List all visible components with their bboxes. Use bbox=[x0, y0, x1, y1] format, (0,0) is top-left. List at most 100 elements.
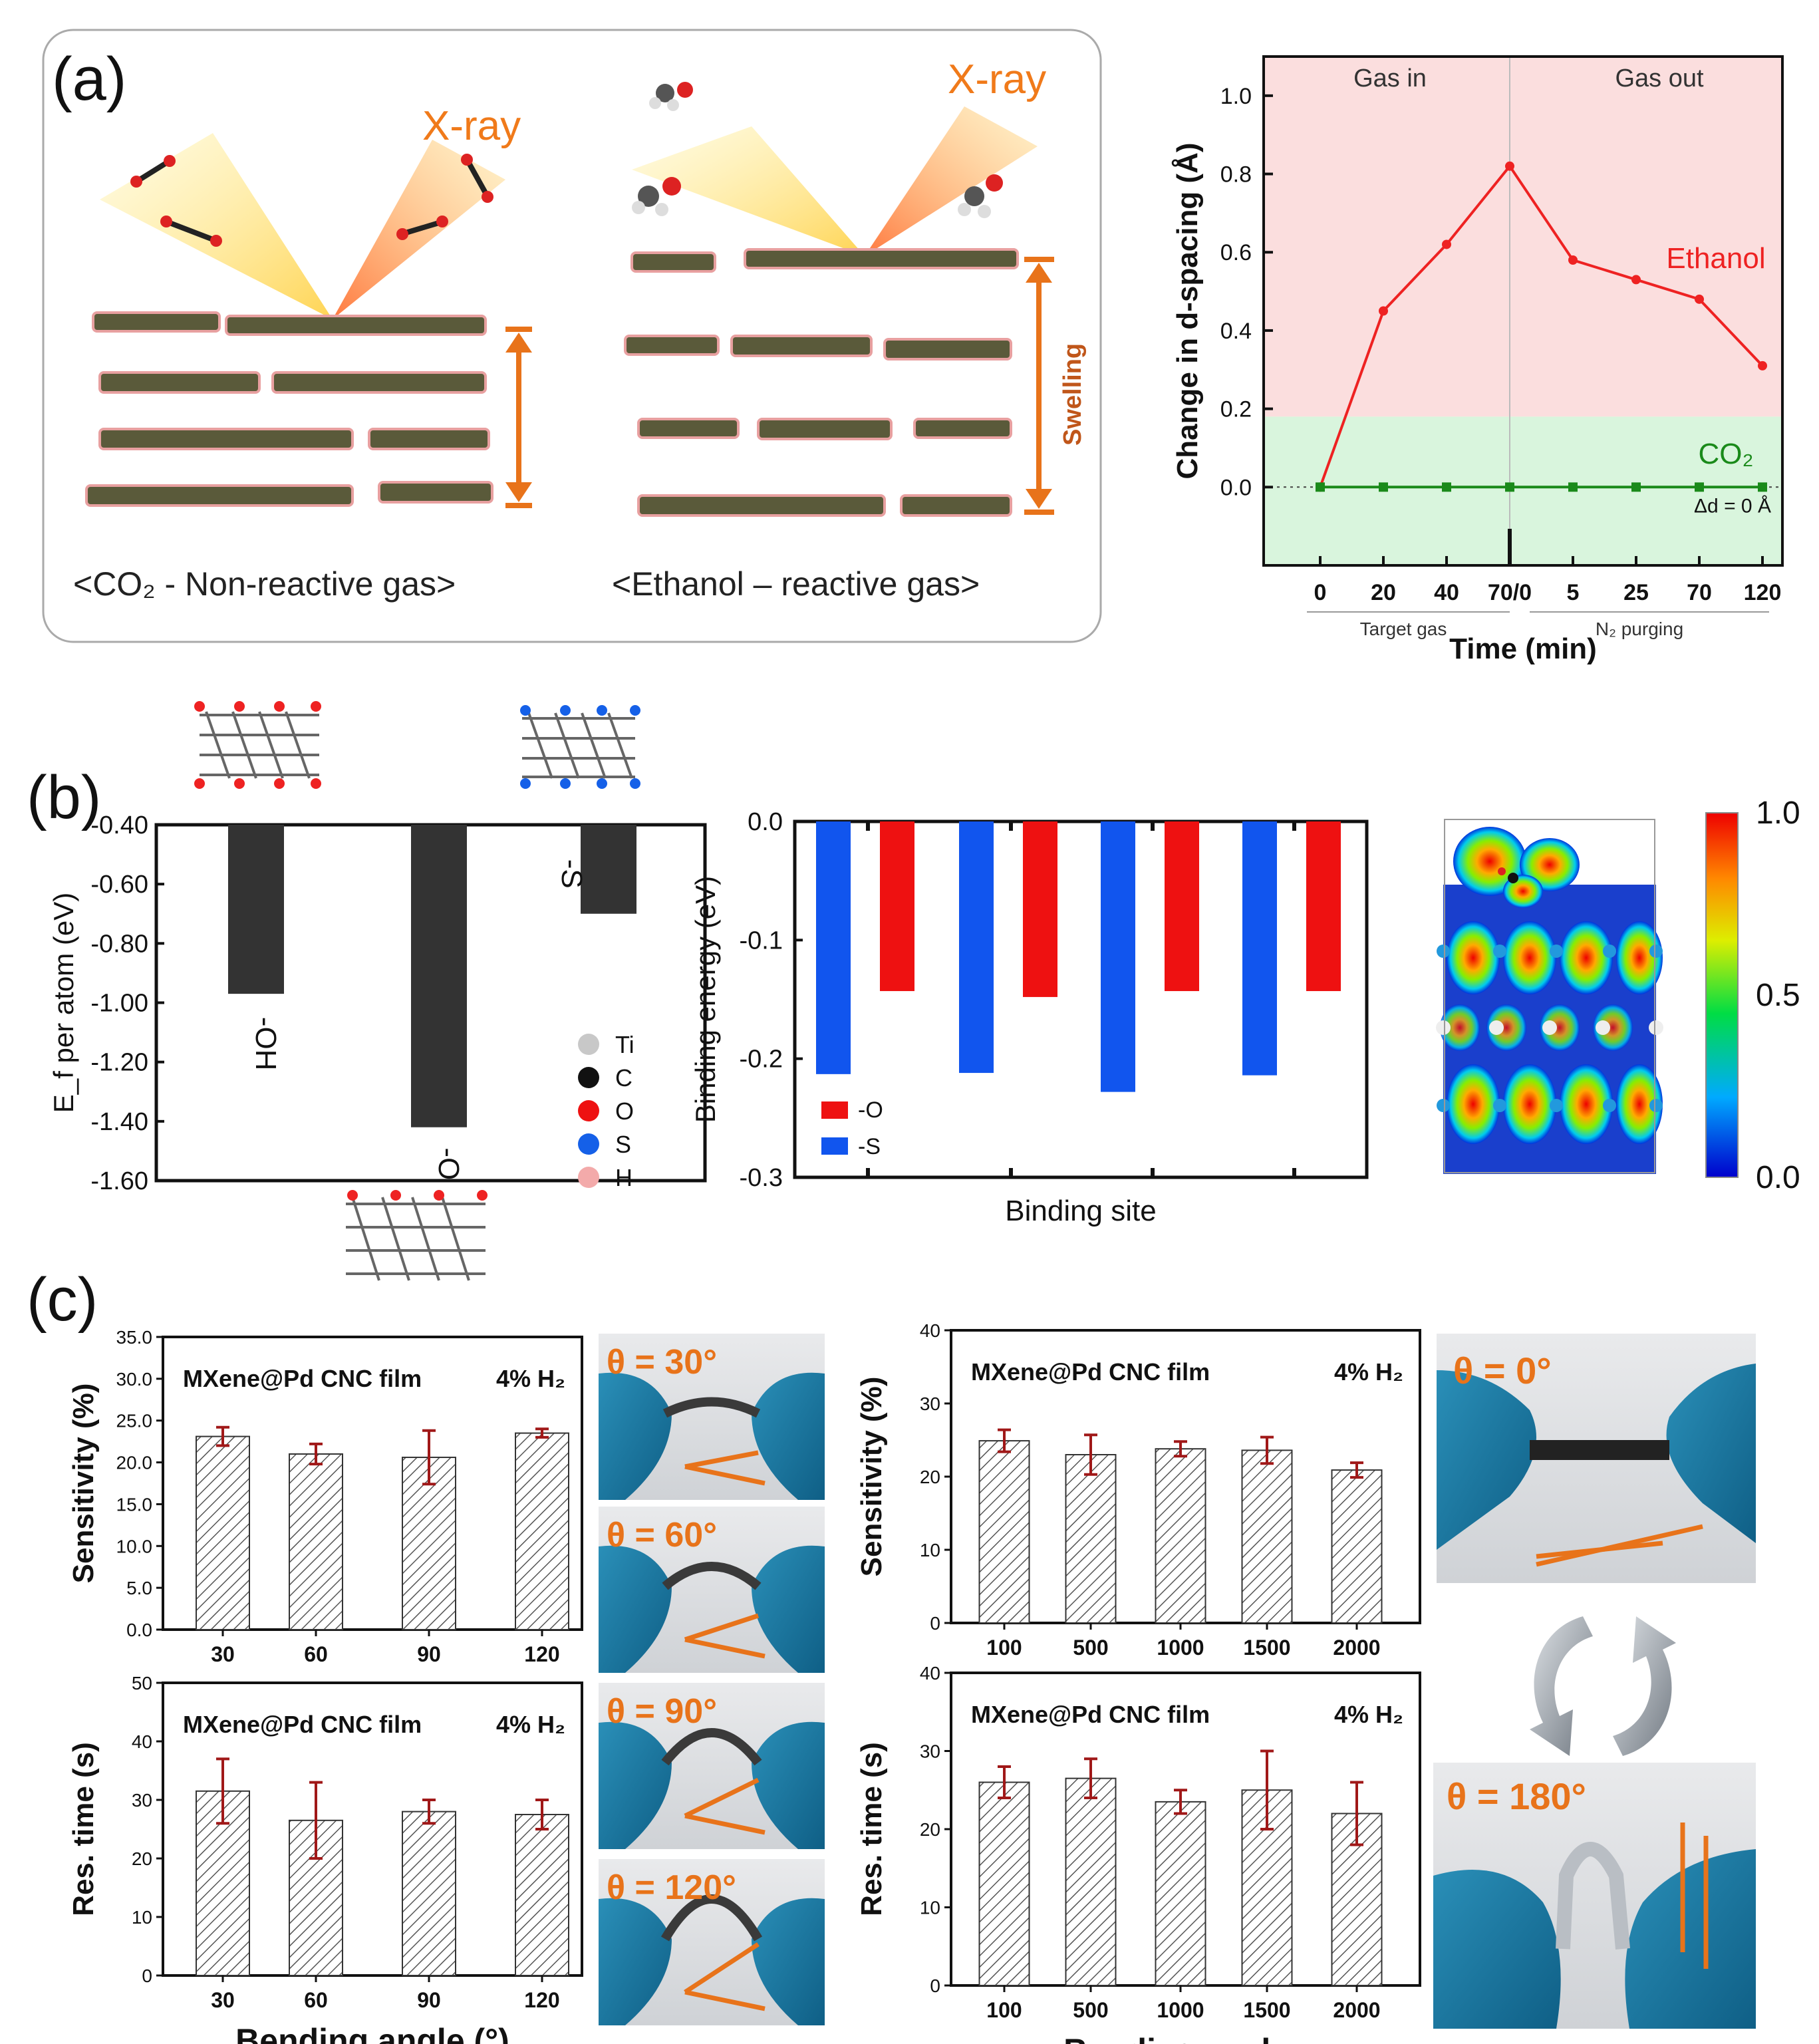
panel-label-b: (b) bbox=[27, 764, 101, 831]
y-tick-label: 10 bbox=[920, 1898, 940, 1918]
purging-label: N₂ purging bbox=[1596, 619, 1683, 639]
density-lobes-bottom bbox=[1447, 1064, 1663, 1144]
ethanol-line bbox=[1319, 164, 1764, 488]
ethanol-point bbox=[1442, 239, 1451, 249]
spacing-arrow-left bbox=[505, 327, 532, 508]
x-tick-label: 60 bbox=[304, 1642, 328, 1666]
x-tick-label: 500 bbox=[1073, 1636, 1108, 1660]
bar-o-site-3 bbox=[1165, 821, 1199, 992]
ethanol-point bbox=[1379, 306, 1388, 316]
bar-1000 bbox=[1155, 1801, 1206, 1986]
film-bent bbox=[661, 1728, 762, 1766]
y-tick-label: 0 bbox=[142, 1966, 152, 1986]
y-tick-label: -1.20 bbox=[90, 1049, 148, 1077]
bar-60 bbox=[289, 1453, 343, 1630]
y-tick-label: -1.00 bbox=[90, 990, 148, 1018]
bar-120 bbox=[515, 1814, 569, 1976]
caption-co2: <CO₂ - Non-reactive gas> bbox=[73, 565, 456, 603]
y-tick-label: -1.60 bbox=[90, 1167, 148, 1195]
xray-label-right: X-ray bbox=[948, 57, 1046, 102]
photo-flat: θ = 0° bbox=[1437, 1334, 1756, 1583]
x-tick-label: 30 bbox=[211, 1988, 235, 2012]
gas-out-label: Gas out bbox=[1615, 65, 1704, 92]
theta-label: θ = 60° bbox=[607, 1516, 717, 1554]
theta-label: θ = 30° bbox=[607, 1343, 717, 1382]
x-tick-label: 90 bbox=[417, 1642, 441, 1666]
target-gas-label: Target gas bbox=[1360, 619, 1447, 639]
y-tick-label: 20 bbox=[132, 1848, 152, 1869]
caption-ethanol: <Ethanol – reactive gas> bbox=[612, 565, 980, 603]
x-axis-label: Time (min) bbox=[1449, 633, 1597, 665]
x-tick-label: 100 bbox=[986, 1636, 1022, 1660]
y-tick-label: -1.40 bbox=[90, 1108, 148, 1136]
glove-left-icon bbox=[1437, 1370, 1536, 1550]
chart-restime-cycles: 0 10 20 30 40 100 500 1000 1500 2000 MXene@Pd CNC … bbox=[855, 1663, 1421, 2044]
chart-restime-angle: 0 10 20 30 40 50 30 60 90 120 MXene@Pd CNC film 4% … bbox=[67, 1673, 583, 2044]
film-bent bbox=[662, 1397, 761, 1418]
bar-label-oh: -OH bbox=[249, 1017, 282, 1071]
x-tick-label: 2000 bbox=[1333, 1636, 1380, 1660]
swelling-arrow bbox=[1024, 257, 1054, 515]
bar-o-site-2 bbox=[1023, 821, 1057, 997]
ethanol-point bbox=[1695, 294, 1704, 304]
y-tick-label: -0.60 bbox=[90, 871, 148, 899]
y-tick-label: 0.4 bbox=[1220, 319, 1252, 344]
co2-point bbox=[1379, 482, 1388, 492]
colorbar-tick-label: 0.0 bbox=[1756, 1160, 1800, 1195]
theta-180-label: θ = 180° bbox=[1447, 1775, 1586, 1817]
xray-beam-diffracted-right bbox=[865, 106, 1038, 256]
glove-left-icon bbox=[599, 1721, 672, 1849]
co2-point bbox=[1505, 482, 1514, 492]
angle-line bbox=[684, 1464, 766, 1486]
y-axis-label: Change in d-spacing (Å) bbox=[1171, 143, 1204, 480]
bar-500 bbox=[1065, 1777, 1117, 1986]
legend-atom-icon bbox=[578, 1100, 599, 1121]
ethanol-point bbox=[1758, 361, 1767, 370]
angle-line bbox=[684, 1450, 759, 1469]
x-tick-label: 1000 bbox=[1157, 1636, 1204, 1660]
xray-beam-incident-left bbox=[100, 133, 333, 319]
glove-left-icon bbox=[599, 1898, 672, 2025]
y-tick-label: 0.0 bbox=[126, 1620, 152, 1640]
y-tick-label: 0.2 bbox=[1220, 397, 1252, 422]
x-tick-label: 70/0 bbox=[1488, 580, 1532, 605]
chart-title: MXene@Pd CNC film bbox=[183, 1365, 422, 1392]
glove-right-icon bbox=[1625, 1849, 1756, 2029]
x-tick-label: 1000 bbox=[1157, 1998, 1204, 2022]
chart-binding-energy: 0.0 -0.1 -0.2 -0.3 -O -S Binding site Binding e… bbox=[690, 808, 1369, 1227]
legend-co2: CO₂ bbox=[1698, 438, 1753, 470]
plot-frame bbox=[793, 819, 1369, 1179]
bar-label-o: -O bbox=[432, 1147, 465, 1180]
y-tick-label: 0 bbox=[930, 1613, 940, 1634]
film-folded bbox=[1556, 1842, 1630, 1950]
bar-1500 bbox=[1241, 1449, 1293, 1624]
xray-beam-incident-right bbox=[632, 126, 865, 256]
colorbar-tick-label: 1.0 bbox=[1756, 796, 1800, 831]
angle-line bbox=[684, 1989, 766, 2011]
y-tick-label: 5.0 bbox=[126, 1578, 152, 1598]
y-tick-label: -0.2 bbox=[740, 1046, 783, 1074]
x-tick-label: 60 bbox=[304, 1988, 328, 2012]
legend-atom-label: Ti bbox=[615, 1031, 634, 1058]
ethanol-region bbox=[1264, 57, 1782, 417]
bar-label-s: -S bbox=[555, 859, 588, 889]
bar-120 bbox=[515, 1432, 569, 1631]
bar-o-site-1 bbox=[880, 821, 914, 992]
y-tick-label: 0.6 bbox=[1220, 240, 1252, 265]
y-tick-label: 30 bbox=[920, 1393, 940, 1414]
photos-bending-angle: θ = 30° θ = 60° θ = 90° θ = 120° bbox=[599, 1334, 825, 2025]
x-axis-label: Bending cycles bbox=[1063, 2032, 1308, 2044]
bar--OH bbox=[228, 825, 284, 994]
condition-label: 4% H₂ bbox=[1334, 1358, 1403, 1386]
y-tick-label: 0.0 bbox=[748, 808, 783, 836]
y-tick-label: 30 bbox=[920, 1741, 940, 1762]
glove-right-icon bbox=[752, 1372, 825, 1500]
colorbar-tick-label: 0.5 bbox=[1756, 978, 1800, 1013]
condition-label: 4% H₂ bbox=[1334, 1701, 1403, 1728]
bar-30 bbox=[196, 1435, 250, 1631]
bar--O bbox=[411, 825, 467, 1127]
glove-right-icon bbox=[752, 1545, 825, 1673]
swelling-label: Swelling bbox=[1059, 343, 1087, 446]
glove-right-icon bbox=[752, 1898, 825, 2025]
y-tick-label: -0.3 bbox=[740, 1164, 783, 1192]
